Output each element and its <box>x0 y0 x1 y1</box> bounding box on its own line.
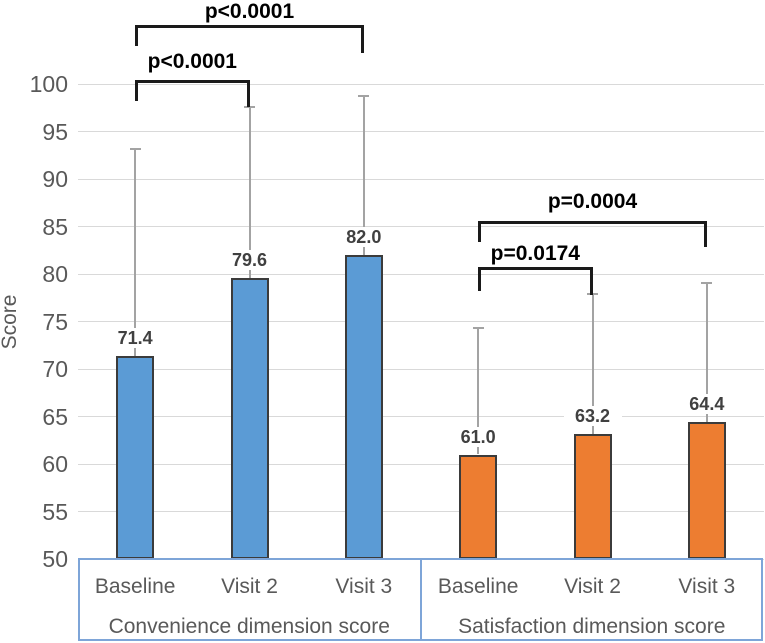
error-bar-convenience-visit-3 <box>362 96 365 255</box>
category-label-satisfaction-baseline: Baseline <box>437 575 519 598</box>
y-tick-label-90: 90 <box>42 166 68 192</box>
gridline-95 <box>78 131 764 132</box>
group-label-convenience: Convenience dimension score <box>108 615 390 638</box>
p-value-label-2: p=0.0174 <box>490 242 580 265</box>
gridline-60 <box>78 463 764 465</box>
y-tick-label-65: 65 <box>42 403 68 430</box>
category-label-convenience-baseline: Baseline <box>94 575 176 598</box>
gridline-65 <box>78 416 764 417</box>
y-tick-label-60: 60 <box>42 451 68 477</box>
bar-satisfaction-visit-3 <box>687 422 726 559</box>
error-bar-cap-satisfaction-baseline <box>472 327 484 330</box>
category-axis-group-divider <box>419 558 422 641</box>
error-bar-satisfaction-baseline <box>477 328 480 455</box>
error-bar-cap-convenience-visit-2 <box>244 105 255 108</box>
bar-value-label-satisfaction-visit-3: 64.4 <box>677 394 736 415</box>
error-bar-cap-satisfaction-visit-2 <box>587 292 598 295</box>
significance-2-left-leg <box>478 267 482 291</box>
significance-3-right-leg <box>703 221 707 247</box>
category-label-satisfaction-visit-3: Visit 3 <box>678 575 736 598</box>
bar-convenience-visit-3 <box>344 255 383 559</box>
gridline-75 <box>78 321 764 322</box>
y-tick-label-70: 70 <box>42 356 68 382</box>
y-tick-label-75: 75 <box>42 308 68 335</box>
gridline-70 <box>78 368 764 370</box>
y-tick-label-80: 80 <box>42 261 68 287</box>
significance-0-top <box>135 80 250 83</box>
group-label-satisfaction: Satisfaction dimension score <box>458 615 726 638</box>
bar-value-label-convenience-visit-3: 82.0 <box>334 227 393 247</box>
significance-3-left-leg <box>478 221 482 242</box>
y-tick-label-95: 95 <box>42 118 68 145</box>
gridline-80 <box>78 273 764 275</box>
significance-0-right-leg <box>246 80 250 107</box>
category-label-convenience-visit-3: Visit 3 <box>335 575 393 598</box>
bar-satisfaction-baseline <box>459 454 498 559</box>
p-value-label-1: p<0.0001 <box>204 0 295 23</box>
error-bar-satisfaction-visit-2 <box>591 293 594 434</box>
error-bar-satisfaction-visit-3 <box>705 282 708 423</box>
error-bar-convenience-baseline <box>134 148 137 356</box>
category-label-convenience-visit-2: Visit 2 <box>221 575 278 598</box>
p-value-label-0: p<0.0001 <box>147 50 237 73</box>
significance-0-left-leg <box>135 80 139 101</box>
significance-2-top <box>478 267 593 270</box>
significance-2-right-leg <box>589 267 593 295</box>
y-tick-label-85: 85 <box>42 213 68 240</box>
error-bar-convenience-visit-2 <box>248 106 251 278</box>
error-bar-cap-satisfaction-visit-3 <box>701 281 713 284</box>
significance-1-right-leg <box>360 25 364 53</box>
p-value-label-3: p=0.0004 <box>547 190 638 213</box>
category-label-satisfaction-visit-2: Visit 2 <box>564 575 621 598</box>
bar-value-label-convenience-visit-2: 79.6 <box>220 249 279 270</box>
y-tick-label-55: 55 <box>42 498 68 525</box>
gridline-55 <box>78 511 764 512</box>
significance-1-top <box>135 25 364 28</box>
error-bar-cap-convenience-baseline <box>129 147 141 150</box>
gridline-85 <box>78 226 764 227</box>
y-tick-label-100: 100 <box>29 71 68 97</box>
y-tick-label-50: 50 <box>42 546 68 572</box>
gridline-100 <box>78 83 764 85</box>
bar-satisfaction-visit-2 <box>573 433 612 559</box>
bar-value-label-satisfaction-baseline: 61.0 <box>449 426 508 447</box>
bar-convenience-baseline <box>116 355 155 559</box>
bar-value-label-satisfaction-visit-2: 63.2 <box>563 405 622 426</box>
bar-convenience-visit-2 <box>230 277 269 559</box>
error-bar-cap-convenience-visit-3 <box>358 95 370 98</box>
significance-1-left-leg <box>135 25 139 46</box>
significance-3-top <box>478 221 707 224</box>
bar-value-label-convenience-baseline: 71.4 <box>106 327 165 348</box>
gridline-90 <box>78 178 764 180</box>
